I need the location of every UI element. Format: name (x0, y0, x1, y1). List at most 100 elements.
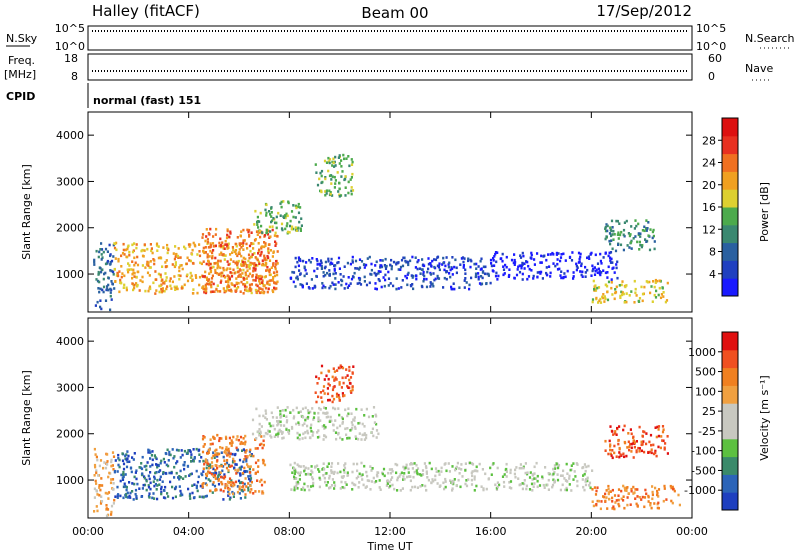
data-cell (473, 478, 476, 481)
data-cell (573, 470, 576, 473)
data-cell (337, 190, 340, 193)
data-cell (234, 452, 237, 456)
data-cell (205, 466, 208, 470)
data-cell (555, 253, 558, 256)
data-cell (666, 452, 669, 455)
data-cell (623, 301, 626, 304)
data-cell (248, 256, 251, 260)
date-title: 17/Sep/2012 (596, 2, 692, 20)
data-cell (268, 283, 271, 286)
data-cell (596, 286, 599, 290)
data-cell (341, 422, 344, 425)
data-cell (120, 254, 123, 258)
data-cell (323, 476, 326, 480)
data-cell (383, 474, 386, 478)
data-cell (377, 432, 380, 436)
data-cell (239, 435, 243, 439)
data-cell (604, 439, 607, 443)
data-cell (530, 253, 533, 257)
data-cell (192, 288, 195, 291)
data-cell (117, 274, 120, 278)
data-cell (638, 425, 641, 429)
data-cell (329, 191, 332, 194)
data-cell (606, 290, 609, 294)
data-cell (653, 240, 656, 243)
data-cell (123, 482, 126, 486)
data-cell (623, 486, 626, 490)
data-cell (274, 221, 277, 225)
data-cell (155, 488, 158, 491)
data-cell (244, 262, 247, 266)
data-cell (662, 291, 665, 294)
data-cell (308, 287, 311, 290)
data-cell (505, 470, 508, 473)
data-cell (570, 464, 573, 467)
data-cell (262, 443, 265, 447)
data-cell (286, 222, 289, 225)
data-cell (236, 236, 239, 239)
data-cell (606, 276, 609, 279)
data-cell (128, 264, 131, 267)
data-cell (469, 265, 472, 269)
data-cell (294, 216, 297, 219)
data-cell (162, 246, 165, 249)
data-cell (239, 442, 242, 446)
data-cell (270, 220, 273, 224)
data-cell (377, 278, 380, 281)
data-cell (248, 450, 251, 453)
data-cell (250, 488, 253, 491)
data-cell (257, 252, 260, 255)
power-colorbar-swatch (722, 189, 738, 208)
data-cell (659, 280, 662, 283)
data-cell (173, 476, 176, 479)
data-cell (306, 424, 309, 428)
data-cell (209, 463, 212, 466)
data-cell (391, 470, 394, 473)
data-cell (168, 279, 171, 283)
data-cell (314, 466, 317, 469)
data-cell (332, 397, 336, 401)
data-cell (219, 281, 222, 284)
data-cell (291, 225, 294, 229)
data-cell (425, 470, 428, 473)
data-cell (116, 470, 119, 473)
data-cell (226, 480, 230, 484)
data-cell (179, 456, 182, 459)
data-cell (632, 439, 635, 442)
data-cell (297, 211, 301, 215)
data-cell (316, 436, 320, 439)
data-cell (224, 462, 227, 466)
data-cell (628, 234, 631, 238)
data-cell (661, 425, 665, 428)
data-cell (611, 261, 614, 264)
data-cell (354, 427, 357, 430)
data-cell (190, 472, 193, 476)
data-cell (616, 219, 619, 223)
data-cell (100, 500, 104, 503)
data-cell (238, 274, 241, 277)
data-cell (300, 224, 303, 227)
data-cell (241, 481, 244, 485)
data-cell (487, 274, 490, 277)
data-cell (416, 260, 419, 264)
data-cell (347, 407, 350, 410)
data-cell (110, 510, 113, 514)
data-cell (228, 498, 231, 501)
data-cell (244, 493, 247, 496)
data-cell (359, 283, 363, 286)
data-cell (240, 489, 243, 492)
data-cell (335, 378, 338, 381)
data-cell (568, 477, 571, 480)
data-cell (399, 489, 402, 492)
data-cell (283, 424, 286, 427)
data-cell (579, 255, 582, 259)
data-cell (195, 447, 198, 451)
data-cell (246, 455, 249, 458)
data-cell (329, 263, 332, 266)
data-cell (145, 488, 148, 492)
data-cell (224, 276, 227, 279)
data-cell (604, 237, 607, 241)
data-cell (354, 259, 358, 263)
data-cell (231, 251, 234, 254)
data-cell (178, 475, 181, 478)
